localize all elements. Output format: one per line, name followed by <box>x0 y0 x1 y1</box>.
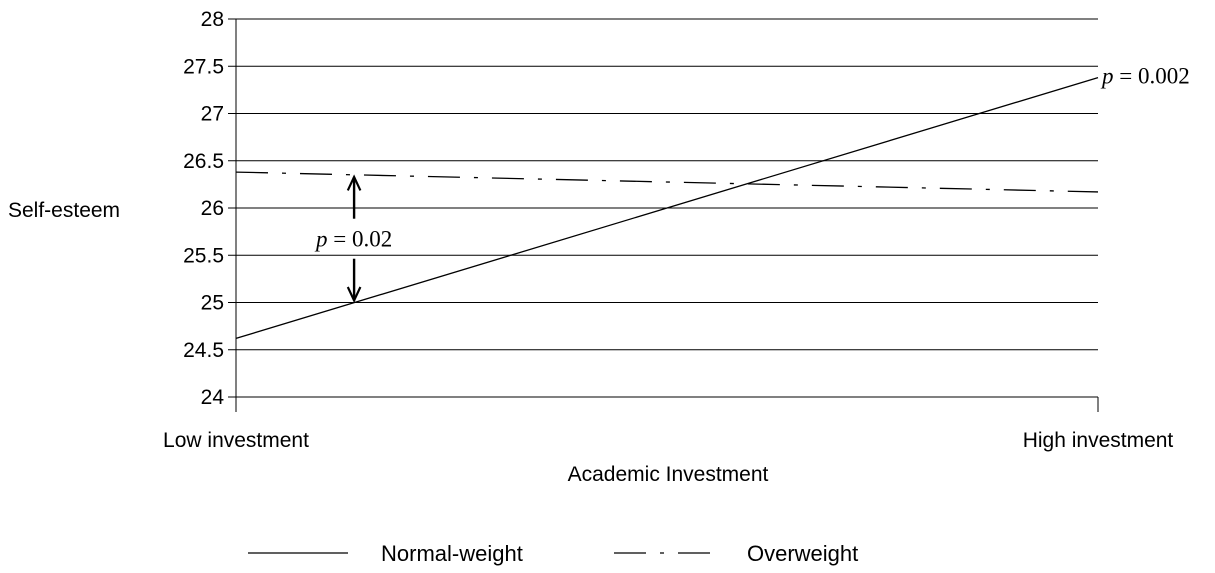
y-tick-label: 27.5 <box>183 55 224 78</box>
y-tick-label: 25.5 <box>183 244 224 267</box>
x-tick-label: Low investment <box>163 429 309 452</box>
y-tick-label: 24.5 <box>183 339 224 362</box>
x-axis-title: Academic Investment <box>568 463 769 486</box>
y-tick-label: 26.5 <box>183 150 224 173</box>
y-tick-label: 24 <box>201 386 225 409</box>
axes <box>228 18 1099 412</box>
x-tick-labels: Low investment High investment <box>163 429 1173 452</box>
y-tick-label: 25 <box>201 292 224 315</box>
p-value-text: = 0.002 <box>1114 64 1190 89</box>
y-tick-labels: 24 24.5 25 25.5 26 26.5 27 27.5 28 <box>183 8 224 409</box>
legend-label: Overweight <box>747 541 858 566</box>
y-axis-title: Self-esteem <box>8 199 120 222</box>
y-tick-label: 26 <box>201 197 224 220</box>
p-symbol: p <box>1100 64 1114 89</box>
p-value-text: = 0.02 <box>327 227 392 252</box>
series-line-normal-weight <box>235 76 1099 340</box>
x-tick-label: High investment <box>1023 429 1174 452</box>
legend: Normal-weight Overweight <box>248 541 858 566</box>
series-lines <box>235 76 1099 340</box>
series-line-overweight <box>235 171 1099 193</box>
p-symbol: p <box>314 227 328 252</box>
y-tick-label: 28 <box>201 8 224 31</box>
y-tick-label: 27 <box>201 103 224 126</box>
gridlines <box>236 18 1098 351</box>
p-value-annotation: p = 0.02 <box>314 227 392 252</box>
legend-label: Normal-weight <box>381 541 523 566</box>
p-value-annotation: p = 0.002 <box>1100 64 1190 89</box>
